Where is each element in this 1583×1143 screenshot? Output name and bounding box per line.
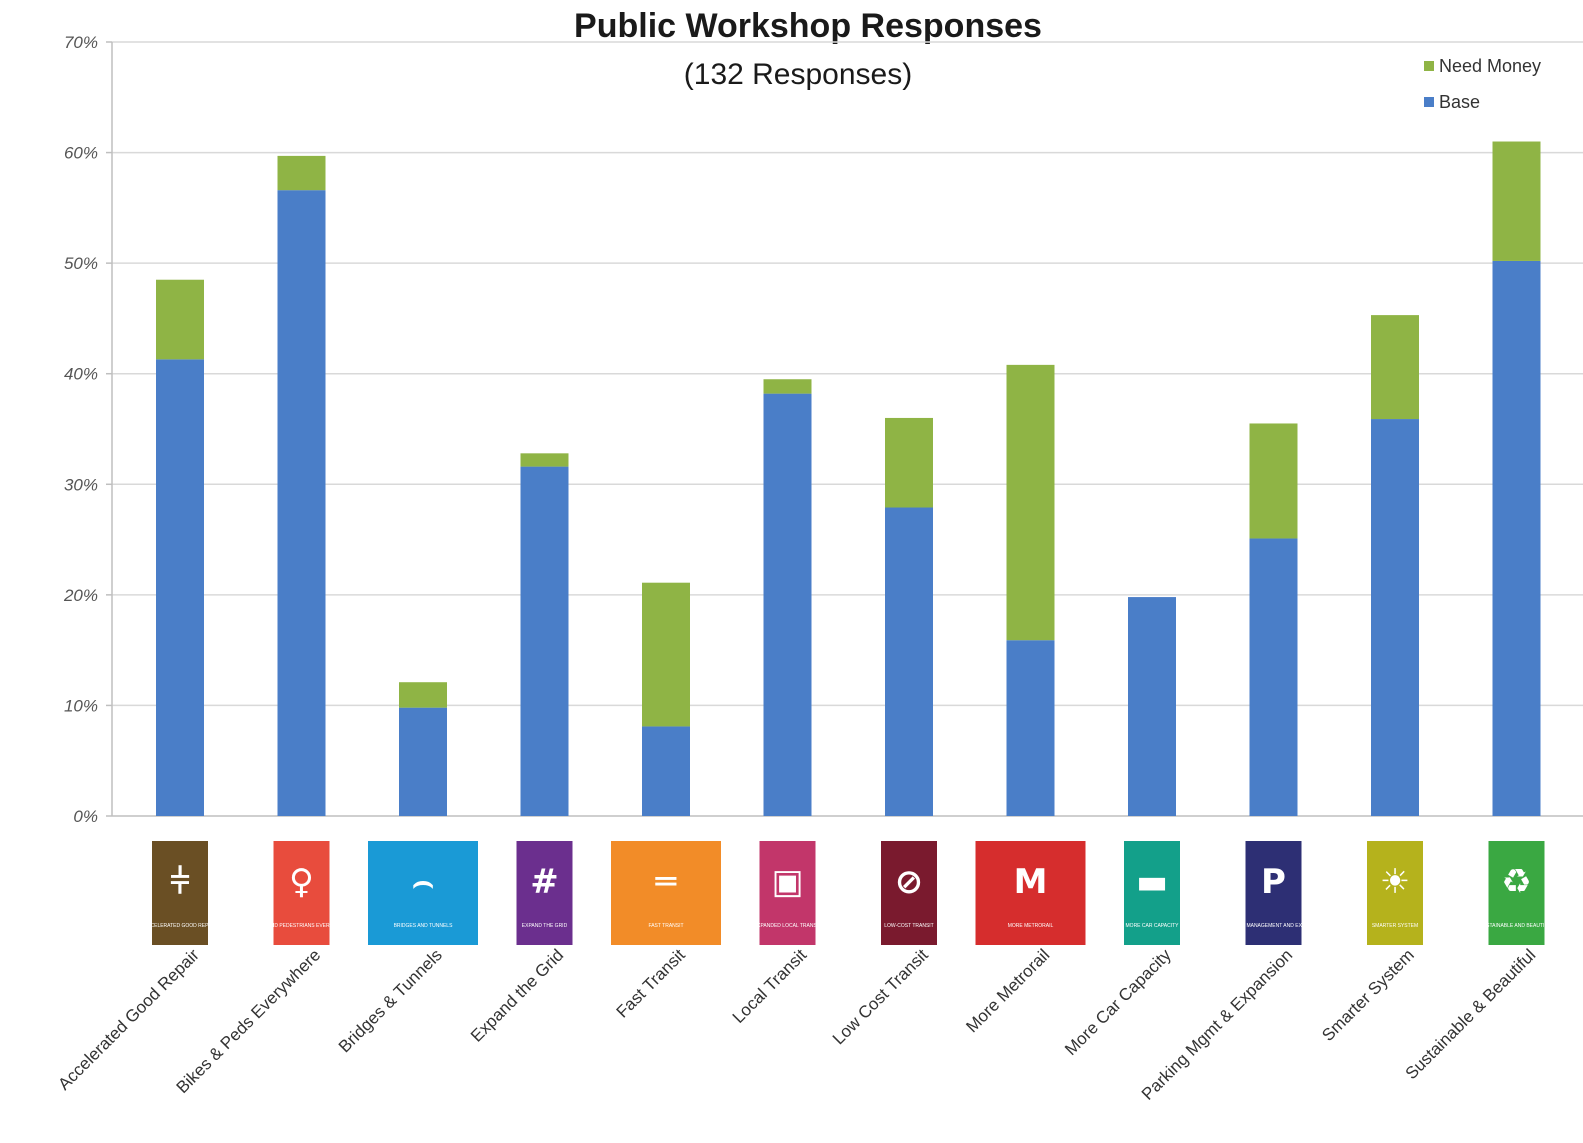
y-tick-label: 40% [64, 365, 98, 384]
bar-need-money [885, 417, 933, 508]
x-category-label: Fast Transit [613, 945, 689, 1021]
train-icon: ═ [655, 862, 677, 902]
category-tile: ═ FAST TRANSIT [611, 841, 721, 945]
bar-base [520, 466, 569, 816]
y-tick-label: 60% [64, 144, 98, 163]
tile-caption: BIKES AND PEDESTRIANS EVERYWHERE [252, 923, 353, 929]
bike-pedestrian-icon: ♀ [289, 862, 314, 902]
legend-swatch-need-money [1424, 61, 1434, 71]
tile-caption: MORE CAR CAPACITY [1126, 923, 1180, 929]
bar-need-money [642, 582, 690, 727]
x-category-label: More Metrorail [962, 945, 1053, 1036]
bar-base [1249, 538, 1298, 816]
category-tile: ▬ MORE CAR CAPACITY [1124, 841, 1180, 945]
y-tick-label: 0% [73, 807, 98, 826]
category-tile: ♻ SUSTAINABLE AND BEAUTIFUL [1479, 841, 1554, 945]
tile-caption: SUSTAINABLE AND BEAUTIFUL [1479, 923, 1554, 929]
category-tile: P PARKING MANAGEMENT AND EXPANSION [1223, 841, 1325, 945]
x-category-label: Sustainable & Beautiful [1402, 945, 1540, 1083]
x-category-label: Bridges & Tunnels [335, 945, 446, 1056]
bar-base [763, 393, 812, 816]
y-tick-label: 10% [64, 696, 98, 715]
bar-base [885, 507, 933, 816]
category-tiles: ⫩ ACCELERATED GOOD REPAIR ♀ BIKES AND PEDES… [144, 841, 1554, 945]
rail-track-icon: ⫩ [170, 862, 190, 902]
x-category-label: Low Cost Transit [829, 945, 932, 1048]
recycle-icon: ♻ [1501, 862, 1531, 902]
grid-icon: # [530, 862, 559, 902]
bar-need-money [763, 379, 812, 394]
tile-caption: PARKING MANAGEMENT AND EXPANSION [1223, 923, 1325, 929]
x-category-label: Local Transit [729, 945, 811, 1027]
lightbulb-icon: ☀ [1380, 862, 1410, 902]
bar-need-money [277, 155, 326, 191]
x-category-label: Accelerated Good Repair [54, 945, 203, 1094]
category-tile: ☀ SMARTER SYSTEM [1367, 841, 1423, 945]
legend-label-need-money: Need Money [1439, 56, 1541, 76]
tile-caption: LOW-COST TRANSIT [884, 923, 933, 929]
car-icon: ▬ [1136, 862, 1168, 902]
bar-need-money [156, 279, 204, 360]
chart-title: Public Workshop Responses [574, 7, 1042, 45]
gridlines [106, 41, 1583, 817]
bar-base [1492, 260, 1541, 817]
no-cost-icon: ⊘ [895, 862, 924, 902]
category-tile: ♀ BIKES AND PEDESTRIANS EVERYWHERE [252, 841, 353, 945]
legend: Need Money Base [1424, 56, 1541, 112]
y-tick-label: 50% [64, 254, 98, 273]
y-axis-ticks: 0% 10% 20% 30% 40% 50% 60% 70% [63, 33, 98, 826]
x-category-label: Smarter System [1318, 945, 1418, 1045]
tile-caption: EXPAND THE GRID [522, 923, 568, 929]
bar-base [1128, 597, 1176, 816]
tile-caption: FAST TRANSIT [648, 923, 683, 929]
tile-caption: ACCELERATED GOOD REPAIR [144, 923, 217, 929]
y-tick-label: 20% [63, 586, 98, 605]
bar-need-money [399, 682, 447, 708]
bar-need-money [1006, 364, 1055, 641]
parking-icon: P [1261, 862, 1286, 902]
bar-base [642, 726, 690, 816]
bar-base [1371, 419, 1419, 816]
legend-label-base: Base [1439, 92, 1480, 112]
tile-caption: BRIDGES AND TUNNELS [394, 923, 453, 929]
bridge-icon: ⌢ [412, 862, 434, 902]
x-category-label: More Car Capacity [1061, 945, 1175, 1059]
bar-need-money [1371, 315, 1419, 420]
x-category-label: Expand the Grid [467, 945, 567, 1045]
tile-caption: MORE METRORAIL [1008, 923, 1054, 929]
bus-icon: ▣ [771, 862, 803, 902]
tile-caption: SMARTER SYSTEM [1372, 923, 1418, 929]
category-tile: ⌢ BRIDGES AND TUNNELS [368, 841, 478, 945]
tile-caption: EXPANDED LOCAL TRANSIT [754, 923, 821, 929]
bar-need-money [1492, 141, 1541, 261]
y-tick-label: 70% [64, 33, 98, 52]
category-tile: ⫩ ACCELERATED GOOD REPAIR [144, 841, 217, 945]
y-tick-label: 30% [64, 475, 98, 494]
bar-need-money [1249, 423, 1298, 539]
legend-swatch-base [1424, 97, 1434, 107]
chart-subtitle: (132 Responses) [684, 58, 912, 91]
bar-base [277, 190, 326, 816]
category-tile: M MORE METRORAIL [975, 841, 1086, 945]
bar-base [1006, 640, 1055, 816]
bar-base [399, 707, 447, 816]
x-category-label: Bikes & Peds Everywhere [173, 945, 325, 1097]
bars [156, 141, 1541, 817]
category-tile: # EXPAND THE GRID [516, 841, 573, 945]
category-tile: ⊘ LOW-COST TRANSIT [881, 841, 937, 945]
category-tile: ▣ EXPANDED LOCAL TRANSIT [754, 841, 821, 945]
bar-need-money [520, 453, 569, 467]
metro-icon: M [1014, 862, 1048, 902]
bar-base [156, 359, 204, 816]
